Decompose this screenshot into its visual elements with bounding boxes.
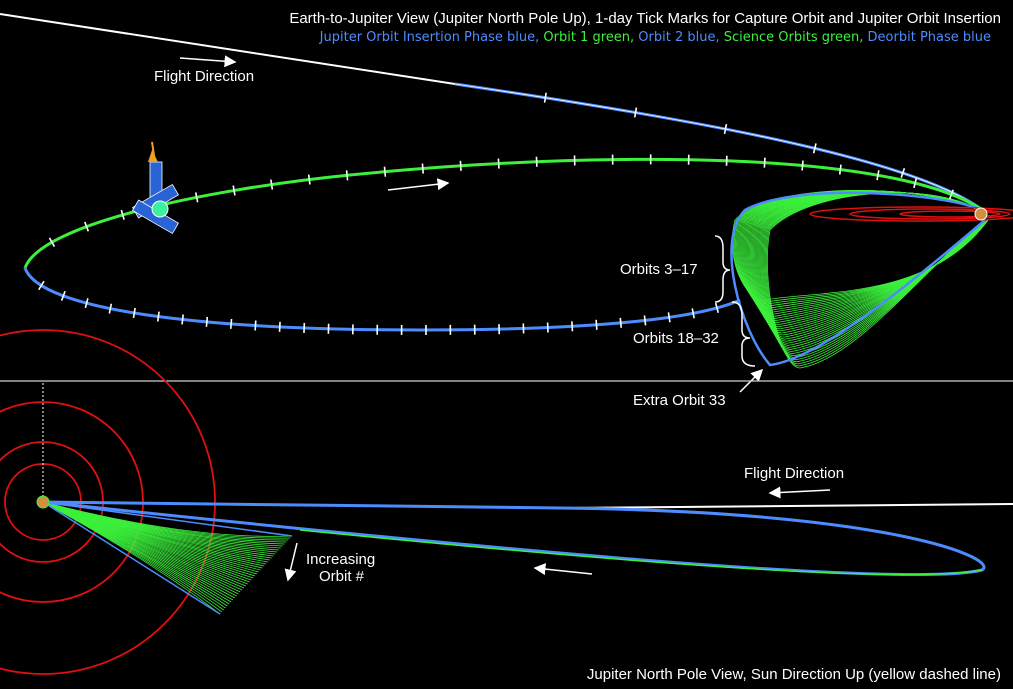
tick-mark	[643, 315, 647, 326]
tick-mark	[595, 319, 598, 330]
tick-mark	[84, 221, 90, 232]
orbit-2-arc	[23, 267, 741, 332]
flight-direction-arrow-top	[179, 55, 237, 68]
tick-mark	[801, 160, 804, 171]
legend-orbit-1: Orbit 1 green,	[543, 30, 635, 45]
tick-mark	[571, 321, 574, 332]
legend-orbit-2: Orbit 2 blue,	[638, 30, 720, 45]
tick-mark	[913, 178, 918, 189]
tick-mark	[900, 167, 906, 178]
tick-mark	[619, 317, 623, 328]
orbits-3-17-label: Orbits 3–17	[620, 261, 698, 278]
tick-mark	[763, 157, 766, 168]
polar-science-fan	[42, 501, 293, 615]
tick-mark	[948, 189, 954, 200]
tick-mark	[120, 209, 125, 220]
orbit-direction-arrow	[387, 178, 450, 191]
tick-mark	[38, 280, 45, 291]
orbit-1-arc	[23, 157, 986, 269]
tick-mark	[812, 143, 817, 154]
tick-mark	[691, 308, 695, 319]
tick-mark	[156, 311, 160, 322]
orbit-direction-arrow-bottom	[533, 563, 593, 576]
tick-mark	[459, 160, 462, 171]
tick-mark	[667, 312, 671, 323]
tick-mark	[421, 163, 424, 174]
tick-mark	[181, 314, 184, 325]
tick-mark	[132, 307, 136, 319]
increasing-orbit-label-2: Orbit #	[319, 568, 365, 585]
tick-mark	[723, 123, 728, 135]
jupiter-rings-top	[809, 206, 1013, 222]
increasing-orbit-arrow	[284, 542, 298, 582]
tick-mark	[232, 185, 236, 196]
deorbit-arc	[730, 191, 986, 367]
flight-direction-label-bottom: Flight Direction	[744, 465, 845, 482]
tick-mark	[60, 290, 66, 301]
tick-mark	[229, 318, 233, 329]
increasing-orbit-label-1: Increasing	[306, 551, 376, 568]
tick-mark	[108, 303, 113, 314]
legend-joi: Jupiter Orbit Insertion Phase blue,	[319, 30, 540, 45]
tick-mark	[194, 192, 199, 203]
tick-mark	[345, 170, 349, 181]
polar-incoming	[559, 503, 1013, 509]
flight-direction-label-top: Flight Direction	[154, 68, 255, 85]
incoming-trajectory	[0, 13, 456, 85]
jupiter-polar-icon	[36, 495, 50, 509]
orbits-18-32-bracket	[731, 301, 756, 367]
orbits-3-17-bracket	[714, 235, 731, 303]
orbits-18-32-label: Orbits 18–32	[633, 330, 719, 347]
tick-mark	[497, 158, 500, 169]
tick-mark	[84, 298, 89, 309]
tick-mark	[383, 166, 387, 177]
tick-mark	[838, 164, 842, 175]
jupiter-icon	[974, 207, 988, 221]
legend: Jupiter Orbit Insertion Phase blue, Orbi…	[320, 30, 991, 45]
legend-deorbit: Deorbit Phase blue	[867, 30, 991, 45]
tick-mark	[270, 179, 274, 190]
flight-direction-arrow-bottom	[768, 486, 831, 499]
top-view-title: Earth-to-Jupiter View (Jupiter North Pol…	[289, 10, 1001, 27]
tick-mark	[205, 316, 209, 327]
bottom-view-caption: Jupiter North Pole View, Sun Direction U…	[586, 666, 1001, 683]
tick-mark	[876, 170, 880, 181]
extra-orbit-label: Extra Orbit 33	[633, 392, 726, 409]
legend-science: Science Orbits green,	[723, 30, 864, 45]
tick-mark	[543, 92, 547, 103]
tick-mark	[307, 174, 311, 185]
juno-spacecraft-icon	[132, 141, 179, 235]
tick-mark	[48, 237, 56, 247]
tick-mark	[254, 320, 257, 331]
tick-mark	[633, 107, 638, 118]
tick-mark	[714, 302, 720, 313]
